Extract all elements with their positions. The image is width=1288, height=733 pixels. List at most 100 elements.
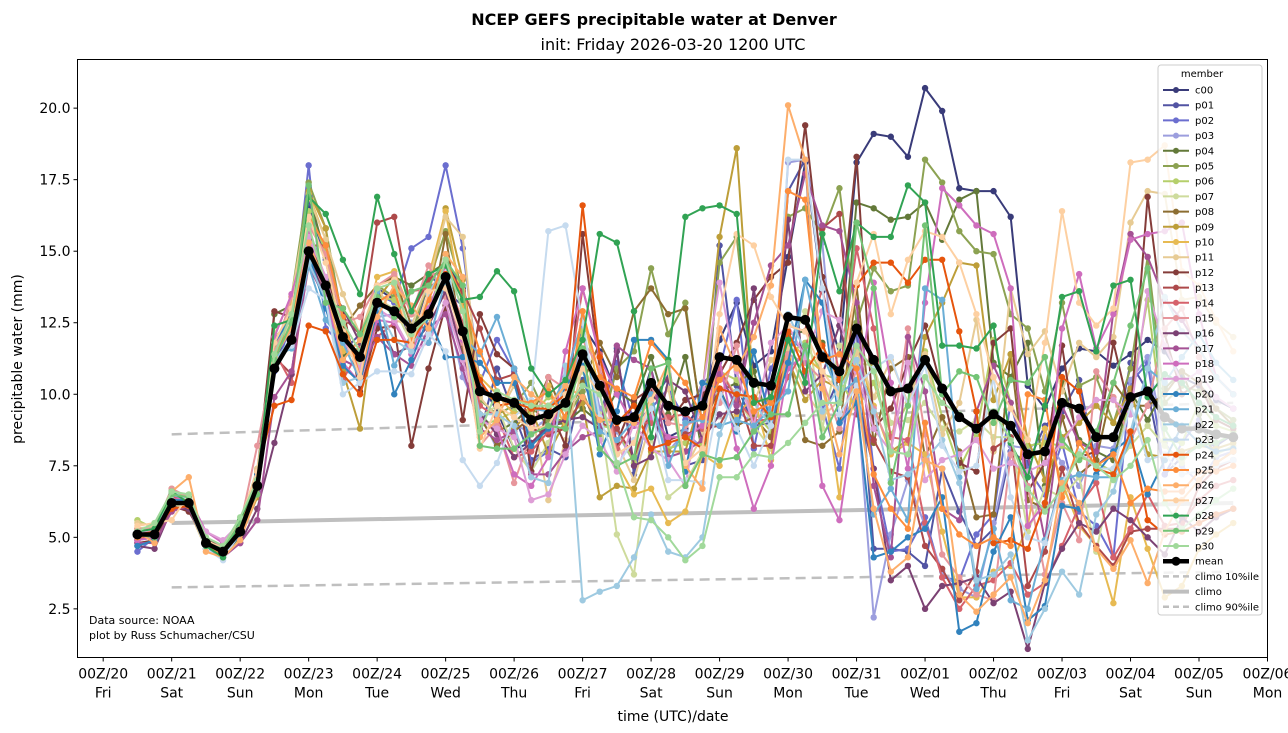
legend-item-p18: p18	[1163, 359, 1214, 370]
series-point	[271, 402, 278, 409]
series-point	[716, 411, 723, 418]
series-point	[1007, 213, 1014, 221]
x-tick-label: 00Z/01	[900, 667, 950, 683]
series-point	[1058, 465, 1066, 472]
series-point	[1144, 456, 1151, 464]
series-point	[1110, 565, 1117, 573]
mean-point	[423, 309, 434, 320]
series-point	[956, 428, 963, 435]
series-point	[459, 308, 466, 315]
legend-item-p26: p26	[1163, 481, 1214, 492]
series-point	[956, 368, 963, 375]
series-point	[699, 379, 706, 387]
series-point	[870, 471, 877, 478]
legend-item-p12: p12	[1163, 268, 1214, 279]
series-point	[1144, 156, 1151, 163]
series-point	[1093, 511, 1100, 518]
legend-label: p09	[1195, 222, 1214, 233]
legend-marker	[1173, 87, 1179, 93]
mean-point	[594, 380, 605, 391]
series-point	[185, 491, 192, 498]
series-point	[1024, 391, 1031, 398]
series-point	[801, 328, 809, 335]
series-point	[870, 554, 877, 561]
series-point	[1127, 525, 1134, 532]
series-point	[853, 279, 860, 286]
series-point	[1075, 451, 1083, 458]
series-point	[493, 313, 501, 321]
series-point	[596, 428, 603, 435]
series-point	[493, 268, 501, 275]
series-point	[801, 396, 809, 404]
series-point	[391, 270, 398, 278]
legend-marker	[1173, 330, 1179, 337]
series-point	[990, 445, 997, 452]
series-point	[1041, 605, 1049, 613]
y-tick-label: 12.5	[39, 316, 70, 332]
series-point	[750, 428, 758, 435]
series-point	[613, 239, 621, 246]
series-point	[665, 359, 672, 366]
series-point	[682, 557, 689, 564]
mean-point	[783, 312, 794, 323]
legend-marker	[1173, 299, 1179, 306]
series-point	[510, 454, 518, 461]
legend-label: climo 10%ile	[1195, 572, 1259, 583]
legend-marker	[1173, 451, 1179, 458]
series-point	[836, 288, 843, 295]
series-point	[254, 442, 261, 449]
legend-item-p04: p04	[1163, 146, 1214, 157]
legend-label: p12	[1195, 268, 1214, 279]
series-point	[990, 230, 997, 238]
series-point	[425, 233, 432, 241]
series-point	[665, 534, 672, 541]
x-tick-label: 00Z/29	[695, 667, 745, 683]
climo-line-climo-10-ile	[171, 570, 1234, 589]
series-point	[1024, 619, 1031, 627]
series-point	[647, 365, 655, 372]
legend-box	[1157, 64, 1263, 616]
legend-marker	[1173, 482, 1179, 489]
series-point	[579, 422, 586, 429]
legend-marker	[1173, 269, 1179, 276]
series-point	[1024, 325, 1031, 332]
series-point	[1007, 514, 1014, 521]
series-point	[1127, 536, 1134, 544]
y-tick-label: 15.0	[39, 244, 70, 260]
series-point	[168, 488, 175, 495]
series-point	[391, 213, 398, 221]
series-point	[1127, 499, 1134, 507]
series-point	[733, 391, 740, 398]
series-point	[1093, 322, 1100, 329]
legend-label: p05	[1195, 162, 1214, 173]
series-point	[271, 322, 278, 329]
mean-point	[200, 538, 211, 549]
series-point	[870, 325, 877, 332]
legend-label: p21	[1195, 405, 1214, 416]
series-point	[973, 542, 980, 550]
series-point	[1110, 419, 1117, 427]
series-point	[408, 342, 415, 349]
series-point	[1127, 462, 1134, 469]
series-point	[938, 233, 946, 241]
series-point	[442, 213, 449, 221]
legend-marker	[1173, 421, 1179, 428]
series-point	[459, 273, 466, 281]
x-tick-day-label: Thu	[979, 686, 1006, 702]
series-point	[990, 591, 997, 598]
series-point	[750, 399, 758, 407]
series-point	[528, 482, 535, 490]
series-point	[904, 471, 912, 478]
series-point	[630, 514, 638, 521]
series-point	[699, 451, 706, 458]
series-point	[973, 262, 980, 269]
series-point	[1093, 479, 1100, 487]
series-point	[750, 451, 758, 458]
mean-point	[628, 412, 639, 423]
series-point	[630, 336, 638, 344]
series-point	[682, 299, 689, 306]
series-point	[973, 585, 980, 593]
legend-item-p20: p20	[1163, 390, 1214, 401]
x-tick-label: 00Z/04	[1106, 667, 1156, 683]
series-point	[938, 179, 946, 186]
